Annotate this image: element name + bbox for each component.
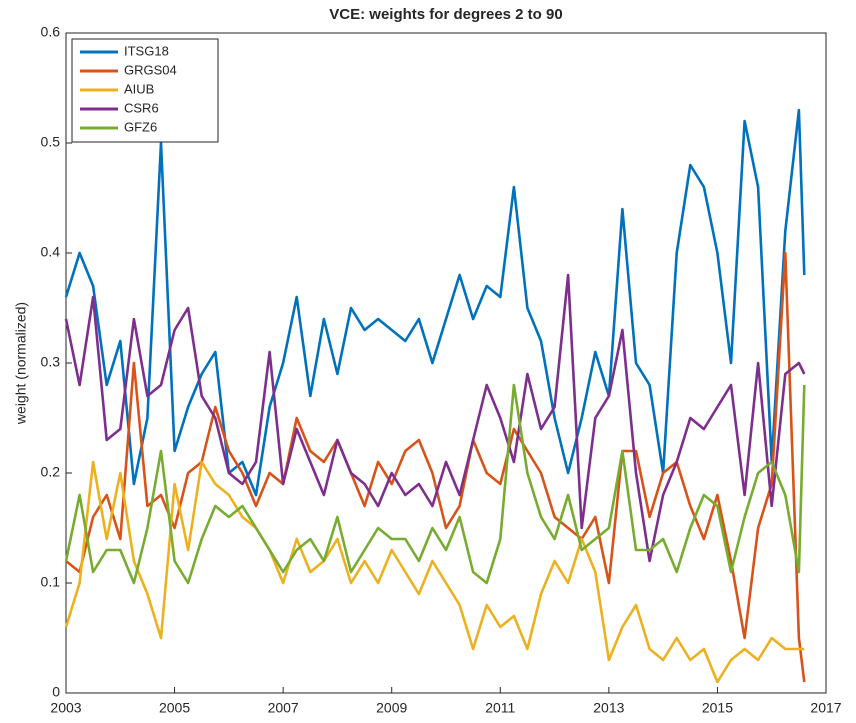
legend-label: GRGS04 (124, 62, 177, 77)
legend-label: AIUB (124, 81, 154, 96)
y-tick-label: 0 (52, 684, 60, 700)
x-tick-label: 2011 (485, 700, 515, 716)
chart-title: VCE: weights for degrees 2 to 90 (329, 6, 562, 23)
x-tick-label: 2015 (702, 700, 733, 716)
series-line (64, 273, 806, 563)
x-tick-label: 2003 (50, 700, 81, 716)
x-tick-label: 2017 (810, 700, 841, 716)
x-tick-label: 2013 (593, 700, 624, 716)
series-line (64, 460, 805, 684)
x-tick-label: 2007 (268, 700, 299, 716)
y-tick-label: 0.2 (41, 464, 61, 480)
y-axis-label: weight (normalized) (13, 302, 29, 425)
x-tick-label: 2005 (159, 700, 190, 716)
legend-label: ITSG18 (124, 43, 169, 58)
series-line (64, 383, 806, 585)
legend-label: GFZ6 (124, 119, 157, 134)
series-line (65, 251, 806, 683)
series-line (64, 108, 806, 497)
y-tick-label: 0.4 (41, 244, 61, 260)
y-tick-label: 0.6 (41, 24, 61, 40)
y-tick-label: 0.5 (41, 134, 61, 150)
y-tick-label: 0.3 (41, 354, 61, 370)
x-tick-label: 2009 (376, 700, 407, 716)
y-tick-label: 0.1 (41, 574, 61, 590)
legend-label: CSR6 (124, 100, 159, 115)
